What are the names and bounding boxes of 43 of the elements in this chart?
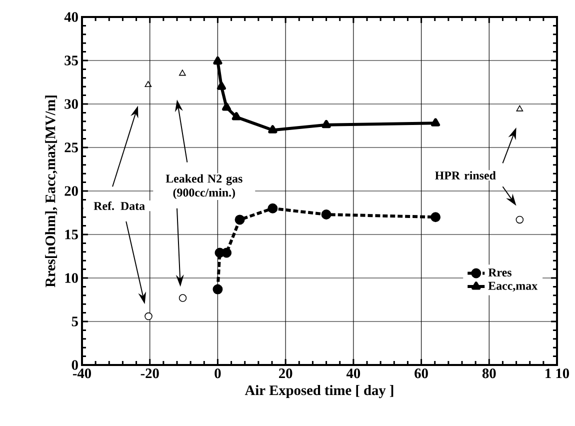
y-tick-label: 20 (64, 186, 78, 196)
point (222, 248, 232, 258)
point (178, 294, 187, 302)
y-tick-label: 30 (64, 99, 78, 109)
y-tick-label: 25 (64, 142, 78, 152)
x-tick-label: -20 (140, 368, 159, 378)
point (516, 216, 524, 224)
annotation: Leaked N2 gas (900cc/min.) (166, 174, 242, 200)
x-axis-title: Air Exposed time [ day ] (244, 385, 394, 398)
point (234, 214, 245, 225)
point (268, 203, 278, 214)
y-tick-label: 10 (65, 273, 78, 283)
point (431, 118, 440, 126)
point (232, 112, 241, 120)
x-tick-label: 1 10 (546, 368, 570, 378)
point (213, 56, 222, 65)
legend-label: Rres (488, 268, 512, 277)
point (144, 312, 152, 320)
point (268, 125, 278, 134)
point (321, 210, 332, 220)
point (516, 105, 524, 112)
point (144, 80, 152, 87)
point (179, 70, 186, 76)
y-tick-label: 35 (64, 56, 78, 66)
x-tick-label: 0 (214, 368, 221, 378)
point (212, 284, 223, 294)
y-tick-label: 40 (64, 12, 78, 22)
point (222, 102, 232, 111)
y-tick-label: 0 (72, 360, 78, 370)
y-tick-label: 15 (65, 230, 78, 240)
x-tick-label: 60 (414, 368, 428, 378)
annotation: HPR rinsed (435, 171, 496, 180)
legend-label: Eacc,max (488, 282, 538, 292)
x-tick-label: -40 (72, 368, 92, 378)
x-tick-label: 40 (346, 368, 360, 378)
point (216, 82, 226, 90)
x-tick-label: 80 (482, 368, 496, 378)
point (430, 212, 441, 222)
point (322, 120, 331, 128)
y-axis-title: Rres[nOhm], Eacc,max[MV/m] (45, 96, 58, 288)
x-tick-label: 20 (279, 368, 292, 378)
annotation: Ref. Data (94, 201, 145, 210)
y-tick-label: 5 (72, 316, 78, 326)
